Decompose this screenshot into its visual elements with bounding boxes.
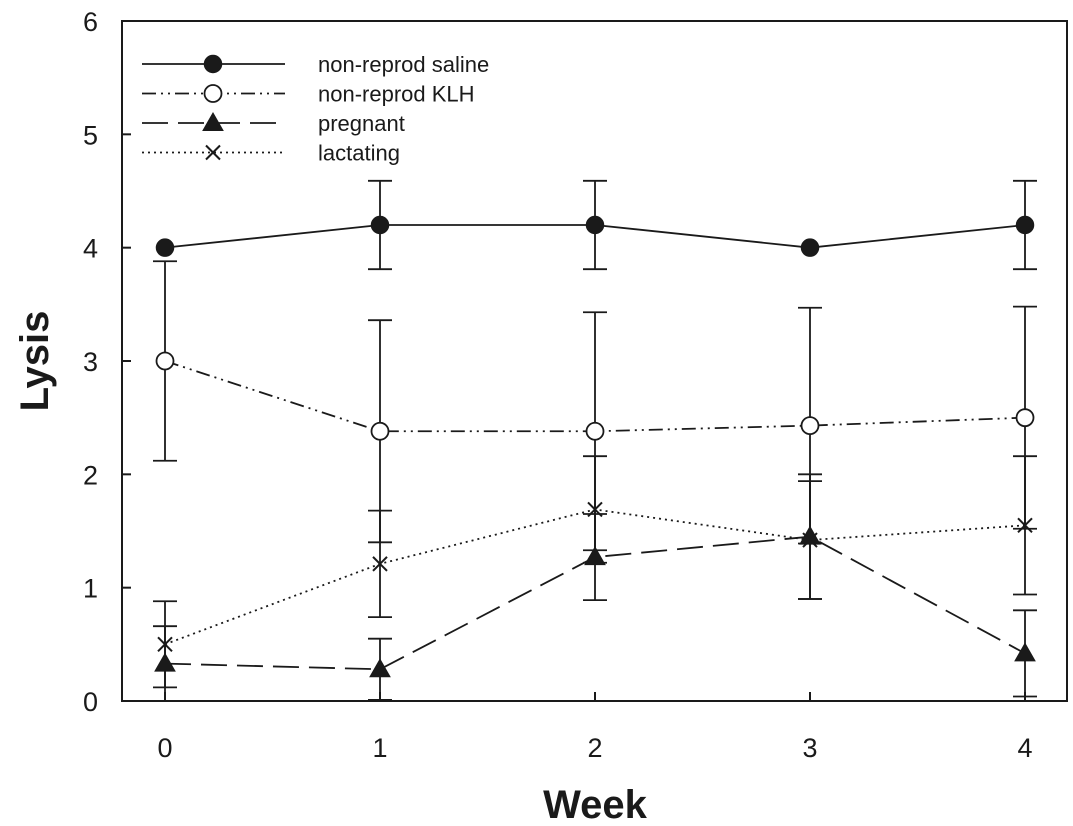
y-tick-label: 4 (83, 234, 98, 264)
x-tick-label: 3 (802, 733, 817, 763)
marker-stroke (157, 636, 173, 653)
y-tick-label: 0 (83, 687, 98, 717)
x-tick-label: 2 (587, 733, 602, 763)
marker-stroke (1017, 517, 1033, 534)
data-point (155, 238, 175, 257)
legend-label: non-reprod saline (318, 52, 489, 77)
legend-item: non-reprod saline (142, 52, 489, 77)
y-axis-title: Lysis (13, 311, 57, 412)
legend-label: pregnant (318, 111, 405, 136)
legend: non-reprod saline non-reprod KLH pregnant l… (142, 52, 489, 166)
marker-stroke (205, 144, 221, 161)
y-tick-label: 3 (83, 347, 98, 377)
data-point (370, 215, 390, 235)
data-point (372, 556, 388, 572)
y-tick-label: 5 (83, 120, 98, 150)
x-tick-label: 0 (157, 733, 172, 763)
marker-stroke (802, 532, 818, 548)
data-point (800, 238, 820, 257)
data-point (1015, 215, 1035, 235)
data-point (1017, 517, 1033, 534)
series-layer (153, 179, 1037, 702)
data-point (1015, 408, 1035, 428)
data-point (585, 421, 605, 441)
legend-label: lactating (318, 141, 400, 166)
data-point (802, 532, 818, 548)
series-lactating (153, 455, 1037, 689)
data-point (1014, 642, 1036, 662)
data-point (585, 215, 605, 235)
data-point (202, 111, 224, 131)
y-axis: 0 1 2 3 4 5 6 (83, 7, 131, 717)
legend-item: lactating (142, 141, 400, 166)
legend-item: non-reprod KLH (142, 82, 475, 107)
legend-label: non-reprod KLH (318, 82, 475, 107)
y-tick-label: 1 (83, 574, 98, 604)
marker-stroke (372, 556, 388, 572)
series-non-reprod-saline (155, 179, 1037, 271)
data-point (370, 421, 390, 441)
x-axis: 0 1 2 3 4 (157, 692, 1033, 763)
x-tick-label: 4 (1017, 733, 1032, 763)
y-tick-label: 2 (83, 460, 98, 490)
data-point (205, 144, 221, 161)
data-point (155, 351, 175, 371)
marker-stroke (587, 501, 603, 518)
y-tick-label: 6 (83, 7, 98, 37)
legend-item: pregnant (142, 111, 405, 136)
data-point (157, 636, 173, 653)
x-axis-title: Week (543, 783, 648, 826)
x-tick-label: 1 (372, 733, 387, 763)
data-point (369, 658, 391, 678)
data-point (587, 501, 603, 518)
data-point (800, 416, 820, 436)
data-point (203, 84, 223, 103)
data-point (203, 54, 223, 74)
